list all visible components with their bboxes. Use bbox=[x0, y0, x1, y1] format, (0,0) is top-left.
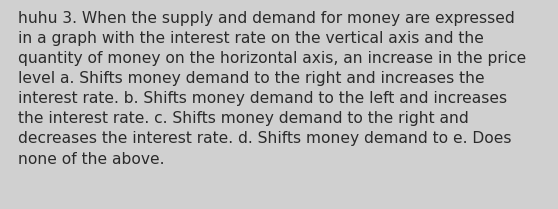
Text: huhu 3. When the supply and demand for money are expressed
in a graph with the i: huhu 3. When the supply and demand for m… bbox=[18, 11, 526, 167]
